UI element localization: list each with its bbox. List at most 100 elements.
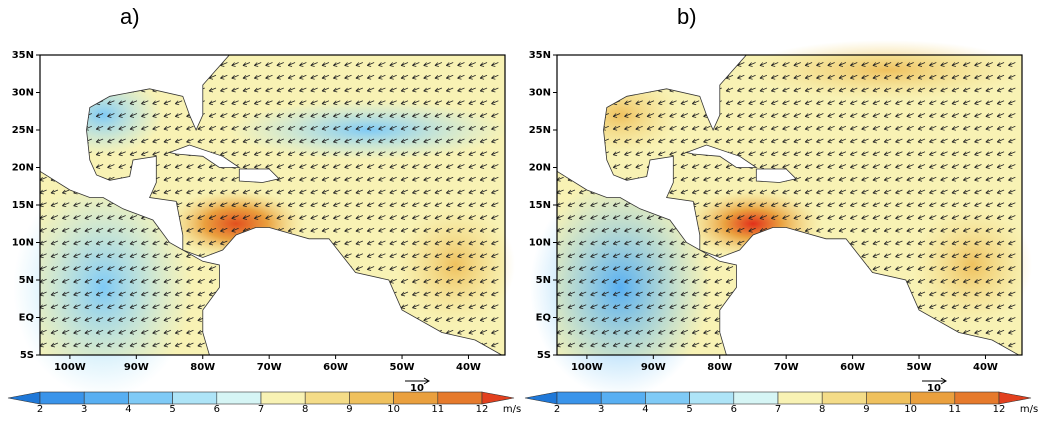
wind-arrow xyxy=(974,62,982,67)
wind-arrow xyxy=(163,266,172,271)
wind-arrow xyxy=(578,317,587,322)
wind-field xyxy=(395,205,516,325)
wind-arrow xyxy=(940,138,948,144)
wind-arrow xyxy=(691,138,700,144)
wind-arrow xyxy=(107,304,115,310)
wind-arrow xyxy=(129,227,138,233)
wind-arrow xyxy=(276,74,284,80)
wind-arrow xyxy=(231,74,239,80)
wind-arrow xyxy=(567,329,576,335)
wind-arrow xyxy=(107,100,115,106)
wind-arrow xyxy=(601,266,609,271)
wind-arrow xyxy=(174,317,183,322)
wind-arrow xyxy=(378,74,386,80)
wind-arrow xyxy=(917,266,926,271)
wind-arrow xyxy=(714,240,722,246)
wind-arrow xyxy=(578,227,587,233)
wind-arrow xyxy=(445,100,454,106)
wind-arrow xyxy=(141,253,149,259)
wind-arrow xyxy=(107,253,115,259)
wind-arrow xyxy=(321,202,330,208)
wind-arrow xyxy=(344,74,352,80)
wind-arrow xyxy=(491,317,499,322)
wind-arrow xyxy=(940,215,948,220)
wind-arrow xyxy=(321,189,330,195)
wind-arrow xyxy=(95,266,104,271)
wind-arrow xyxy=(434,62,443,67)
wind-arrow xyxy=(434,240,443,246)
wind-arrow xyxy=(208,240,217,246)
wind-arrow xyxy=(691,164,700,169)
wind-arrow xyxy=(635,278,643,284)
wind-arrow xyxy=(434,164,443,169)
wind-arrow xyxy=(321,125,330,131)
wind-arrow xyxy=(691,329,700,335)
wind-arrow xyxy=(400,215,409,220)
wind-arrow xyxy=(107,113,115,118)
colorbar-end xyxy=(998,391,1032,405)
wind-arrow xyxy=(917,253,926,259)
wind-arrow xyxy=(107,227,115,233)
wind-arrow xyxy=(1008,138,1016,144)
wind-arrow xyxy=(253,113,262,118)
wind-arrow xyxy=(703,164,711,169)
wind-arrow xyxy=(578,189,587,195)
wind-arrow xyxy=(355,138,363,144)
wind-arrow xyxy=(457,278,465,284)
wind-arrow xyxy=(996,304,1005,310)
wind-arrow xyxy=(61,202,70,208)
wind-arrow xyxy=(50,240,59,246)
wind-arrow xyxy=(612,266,621,271)
wind-arrow xyxy=(917,138,926,144)
wind-arrow xyxy=(567,304,576,310)
wind-arrow xyxy=(84,266,92,271)
wind-arrow xyxy=(299,62,307,67)
wind-arrow xyxy=(725,278,734,284)
wind-arrow xyxy=(333,62,341,67)
map-panel: b) 35N 30N 25N 20N 15N 10N 5N EQ 5S 100W 90W 80W 70W 6… xyxy=(524,4,1038,415)
wind-arrow xyxy=(872,100,880,106)
wind-arrow xyxy=(962,278,971,284)
wind-arrow xyxy=(748,113,756,118)
wind-arrow xyxy=(479,151,488,157)
wind-arrow xyxy=(468,87,476,93)
wind-arrow xyxy=(816,113,824,118)
colorbar-box xyxy=(304,391,350,405)
wind-arrow xyxy=(321,215,330,220)
wind-arrow xyxy=(759,125,768,131)
wind-arrow xyxy=(951,100,960,106)
wind-arrow xyxy=(231,62,239,67)
wind-arrow xyxy=(423,253,431,259)
colorbar-box xyxy=(556,391,602,405)
land xyxy=(39,54,504,356)
wind-arrow xyxy=(186,304,194,310)
wind-arrow xyxy=(850,125,858,131)
wind-arrow xyxy=(590,304,598,310)
wind-arrow xyxy=(61,253,70,259)
wind-arrow xyxy=(782,202,790,208)
wind-arrow xyxy=(141,304,149,310)
wind-arrow xyxy=(389,100,397,106)
wind-arrow xyxy=(669,100,677,106)
wind-arrow xyxy=(355,113,363,118)
wind-arrow xyxy=(691,342,700,348)
wind-arrow xyxy=(95,253,104,259)
wind-arrow xyxy=(400,227,409,233)
wind-arrow xyxy=(929,202,937,208)
wind-arrow xyxy=(50,317,59,322)
wind-arrow xyxy=(208,215,217,220)
wind-arrow xyxy=(951,278,960,284)
wind-arrow xyxy=(220,87,228,93)
wind-arrow xyxy=(804,62,813,67)
wind-arrow xyxy=(974,329,982,335)
wind-arrow xyxy=(962,202,971,208)
wind-arrow xyxy=(612,227,621,233)
colorbar-box xyxy=(733,391,779,405)
wind-arrow xyxy=(174,278,183,284)
colorbar-unit: m/s xyxy=(503,404,521,415)
wind-arrow xyxy=(491,100,499,106)
wind-arrow xyxy=(445,113,454,118)
wind-arrow xyxy=(804,151,813,157)
wind-arrow xyxy=(985,215,993,220)
wind-arrow xyxy=(940,253,948,259)
